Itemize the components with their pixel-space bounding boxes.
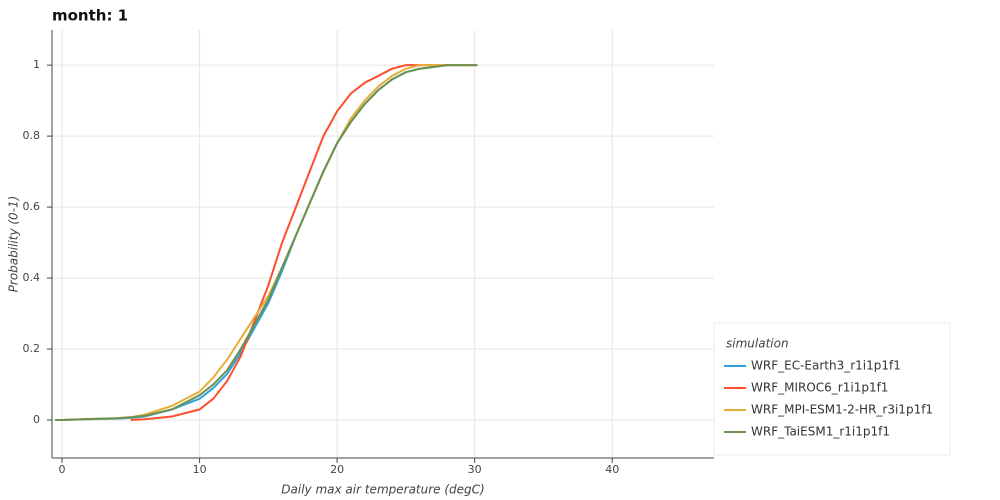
x-tick-label: 0	[59, 463, 66, 476]
data-line	[55, 64, 478, 421]
x-tick-label: 10	[193, 463, 207, 476]
y-tick-label: 0.8	[23, 129, 41, 142]
y-tick-label: 0.6	[23, 200, 41, 213]
legend-label: WRF_EC-Earth3_r1i1p1f1	[751, 359, 901, 373]
y-tick-label: 0	[33, 413, 40, 426]
legend-title: simulation	[726, 337, 789, 351]
y-tick-label: 0.4	[23, 271, 41, 284]
legend-label: WRF_TaiESM1_r1i1p1f1	[751, 425, 890, 439]
legend-box	[713, 322, 951, 456]
x-tick-label: 20	[330, 463, 344, 476]
x-tick-label: 40	[605, 463, 619, 476]
x-axis-label: Daily max air temperature (degC)	[281, 483, 484, 497]
y-tick-label: 0.2	[23, 342, 41, 355]
y-tick-label: 1	[33, 58, 40, 71]
y-axis-label: Probability (0-1)	[7, 196, 21, 293]
legend-label: WRF_MPI-ESM1-2-HR_r3i1p1f1	[751, 403, 933, 417]
x-tick-label: 30	[468, 463, 482, 476]
chart-title: month: 1	[52, 7, 128, 25]
data-line	[55, 64, 478, 421]
data-line	[55, 64, 478, 421]
legend-label: WRF_MIROC6_r1i1p1f1	[751, 381, 888, 395]
data-line	[130, 64, 478, 421]
